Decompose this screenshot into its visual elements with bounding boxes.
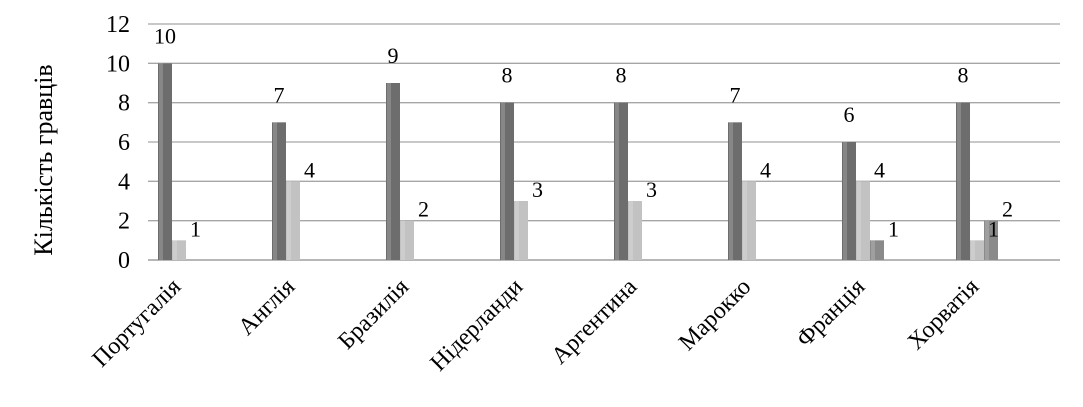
category-label: Нідерланди <box>426 274 529 377</box>
data-label: 8 <box>616 63 627 88</box>
y-tick-label: 12 <box>106 12 130 38</box>
bar <box>842 142 856 260</box>
category-label: Португалія <box>88 274 187 373</box>
bar <box>970 240 984 260</box>
data-label: 3 <box>646 177 657 202</box>
data-label: 8 <box>502 63 513 88</box>
y-tick-label: 2 <box>118 209 130 235</box>
bar <box>856 181 870 260</box>
bar <box>614 102 628 261</box>
data-label: 3 <box>532 177 543 202</box>
bar <box>158 63 172 261</box>
category-label: Марокко <box>674 274 756 356</box>
bar <box>628 201 642 260</box>
y-tick-label: 8 <box>118 91 130 117</box>
data-label: 8 <box>958 63 969 88</box>
data-label: 1 <box>988 216 999 241</box>
category-labels: Португалія Англія Бразилія Нідерланди Аргент… <box>88 274 985 377</box>
data-label: 6 <box>844 102 855 127</box>
data-label: 2 <box>1002 197 1013 222</box>
data-label: 4 <box>304 157 315 182</box>
y-axis-label: Кількість гравців <box>29 64 58 255</box>
category-label: Хорватія <box>903 274 984 355</box>
y-tick-label: 0 <box>118 248 130 274</box>
category-label: Аргентина <box>547 274 643 370</box>
y-tick-label: 6 <box>118 130 130 156</box>
data-label: 4 <box>874 157 885 182</box>
bar <box>742 181 756 260</box>
data-label: 9 <box>388 43 399 68</box>
bar <box>172 240 186 260</box>
bar <box>500 102 514 261</box>
data-label: 10 <box>154 23 176 48</box>
data-label: 4 <box>760 157 771 182</box>
bar <box>956 102 970 261</box>
data-label: 1 <box>888 216 899 241</box>
y-tick-label: 10 <box>106 51 130 77</box>
bars <box>158 63 998 261</box>
bar <box>272 122 286 260</box>
bar <box>728 122 742 260</box>
bar <box>984 220 998 260</box>
data-label: 1 <box>190 216 201 241</box>
bar <box>514 201 528 260</box>
bar <box>400 220 414 260</box>
category-label: Франція <box>792 274 870 352</box>
data-label: 7 <box>730 82 741 107</box>
bar <box>286 181 300 260</box>
category-label: Англія <box>233 274 300 341</box>
bar <box>386 83 400 260</box>
y-tick-labels: 0 2 4 6 8 10 12 <box>106 12 130 274</box>
category-label: Бразилія <box>333 274 414 355</box>
data-label: 7 <box>274 82 285 107</box>
bar <box>870 240 884 260</box>
data-label: 2 <box>418 197 429 222</box>
y-tick-label: 4 <box>118 169 130 195</box>
